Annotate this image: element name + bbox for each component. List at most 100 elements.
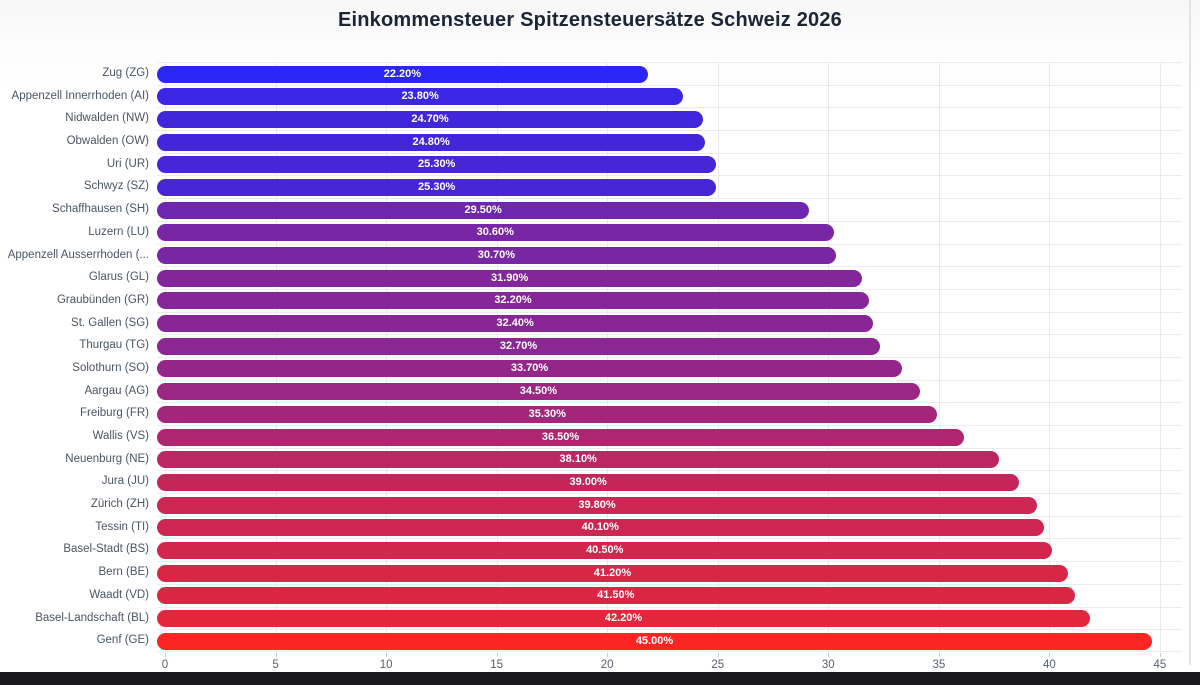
bar-value-label: 35.30% xyxy=(528,407,566,420)
category-label: Zug (ZG) xyxy=(102,67,149,79)
bar: 24.70% xyxy=(157,110,704,128)
bar-row: Glarus (GL) 31.90% xyxy=(0,266,1190,289)
bar-value-label: 22.20% xyxy=(383,67,422,80)
bar-track: 32.20% xyxy=(157,288,1182,312)
bar-value-label: 41.50% xyxy=(597,589,635,602)
bar: 36.50% xyxy=(157,428,964,446)
bar-row: Zürich (ZH) 39.80% xyxy=(0,493,1190,516)
bar-track: 23.80% xyxy=(157,84,1182,108)
axis-tick-label: 25 xyxy=(711,658,725,671)
axis-tick-mark xyxy=(1049,652,1051,657)
bar-row: St. Gallen (SG) 32.40% xyxy=(0,311,1190,335)
bar-value-label: 32.20% xyxy=(494,294,532,307)
bar-track: 25.30% xyxy=(157,175,1182,198)
bar: 30.70% xyxy=(157,247,836,264)
bar-track: 30.70% xyxy=(157,243,1182,267)
category-label: St. Gallen (SG) xyxy=(71,316,149,329)
bar-row: Aargau (AG) 34.50% xyxy=(0,379,1190,403)
category-label: Jura (JU) xyxy=(101,475,149,488)
bar-row: Basel-Landschaft (BL) 42.20% xyxy=(0,606,1190,630)
category-label: Wallis (VS) xyxy=(92,430,149,442)
bar-row: Wallis (VS) 36.50% xyxy=(0,425,1190,448)
bar-value-label: 36.50% xyxy=(541,430,580,443)
axis-tick-mark xyxy=(717,652,719,657)
bar-value-label: 41.20% xyxy=(593,566,632,579)
bar-value-label: 32.70% xyxy=(499,339,538,352)
bar-row: Zug (ZG) 22.20% xyxy=(0,62,1190,85)
bar-value-label: 23.80% xyxy=(401,90,439,103)
bar-track: 31.90% xyxy=(157,266,1182,289)
axis-tick-mark xyxy=(1159,652,1161,657)
bar: 39.00% xyxy=(157,473,1020,491)
bar: 40.10% xyxy=(157,519,1044,537)
bar-value-label: 39.00% xyxy=(569,475,607,488)
axis-tick-label: 15 xyxy=(490,658,504,671)
bar: 41.20% xyxy=(157,564,1068,582)
bar-row: Freiburg (FR) 35.30% xyxy=(0,402,1190,425)
axis-tick-label: 5 xyxy=(272,658,279,671)
bar-track: 41.20% xyxy=(157,561,1182,584)
bar-track: 39.00% xyxy=(157,470,1182,493)
category-label: Basel-Stadt (BS) xyxy=(63,543,149,556)
bar-row: Uri (UR) 25.30% xyxy=(0,152,1190,176)
bar: 35.30% xyxy=(157,405,938,423)
bar: 23.80% xyxy=(157,88,684,106)
bar-track: 24.80% xyxy=(157,130,1182,153)
category-label: Thurgau (TG) xyxy=(79,339,149,352)
category-label: Tessin (TI) xyxy=(95,520,149,533)
bar-value-label: 33.70% xyxy=(510,362,549,375)
axis-tick-label: 10 xyxy=(379,658,393,671)
bar-track: 32.70% xyxy=(157,334,1182,357)
bar-value-label: 40.10% xyxy=(581,521,619,534)
axis-tick-label: 30 xyxy=(821,658,835,671)
bar-row: Schwyz (SZ) 25.30% xyxy=(0,175,1190,198)
bar-track: 24.70% xyxy=(157,107,1182,130)
bar: 31.90% xyxy=(157,269,863,287)
bar-track: 41.50% xyxy=(157,583,1182,607)
axis-tick-label: 0 xyxy=(161,658,169,671)
bar-row: Waadt (VD) 41.50% xyxy=(0,583,1190,607)
bar: 25.30% xyxy=(157,156,717,174)
bar: 32.20% xyxy=(157,292,869,310)
bar-track: 33.70% xyxy=(157,356,1182,380)
bar-track: 25.30% xyxy=(157,152,1182,176)
bar-row: Genf (GE) 45.00% xyxy=(0,629,1190,652)
bar-value-label: 29.50% xyxy=(464,203,502,216)
bar-track: 42.20% xyxy=(157,606,1182,630)
axis-tick-mark xyxy=(386,652,388,657)
bar: 42.20% xyxy=(157,610,1091,627)
bar-row: Jura (JU) 39.00% xyxy=(0,470,1190,493)
axis-tick-mark xyxy=(165,652,166,657)
bar: 29.50% xyxy=(157,201,810,219)
bar: 38.10% xyxy=(157,451,1000,469)
bar-row: Graubünden (GR) 32.20% xyxy=(0,288,1190,312)
bar-value-label: 32.40% xyxy=(496,317,534,330)
bar-row: Nidwalden (NW) 24.70% xyxy=(0,107,1190,130)
rows: Zug (ZG) 22.20% Appenzell Innerrhoden (A… xyxy=(0,62,1190,652)
bar-row: Luzern (LU) 30.60% xyxy=(0,220,1190,244)
bar: 40.50% xyxy=(157,541,1053,559)
axis-tick-mark xyxy=(828,652,830,657)
bar-row: Appenzell Ausserrhoden (... 30.70% xyxy=(0,243,1190,267)
category-label: Appenzell Innerrhoden (AI) xyxy=(11,89,149,102)
bar-track: 34.50% xyxy=(157,379,1182,403)
category-label: Genf (GE) xyxy=(96,634,149,647)
bar: 34.50% xyxy=(157,383,920,401)
bar-value-label: 24.70% xyxy=(411,112,449,125)
bar-row: Schaffhausen (SH) 29.50% xyxy=(0,198,1190,221)
category-label: Glarus (GL) xyxy=(88,271,149,284)
bar-value-label: 31.90% xyxy=(490,271,529,284)
category-label: Basel-Landschaft (BL) xyxy=(35,611,149,624)
bar-row: Tessin (TI) 40.10% xyxy=(0,515,1190,539)
bar-track: 40.50% xyxy=(157,538,1182,561)
axis-tick-mark xyxy=(275,652,277,657)
bar-track: 35.30% xyxy=(157,402,1182,425)
axis-tick-label: 20 xyxy=(600,658,614,671)
bar: 25.30% xyxy=(157,178,717,196)
bar-value-label: 25.30% xyxy=(418,158,456,171)
bar: 41.50% xyxy=(157,587,1075,605)
bar: 30.60% xyxy=(157,224,834,242)
bar-value-label: 42.20% xyxy=(604,612,643,624)
bar-row: Obwalden (OW) 24.80% xyxy=(0,130,1190,153)
